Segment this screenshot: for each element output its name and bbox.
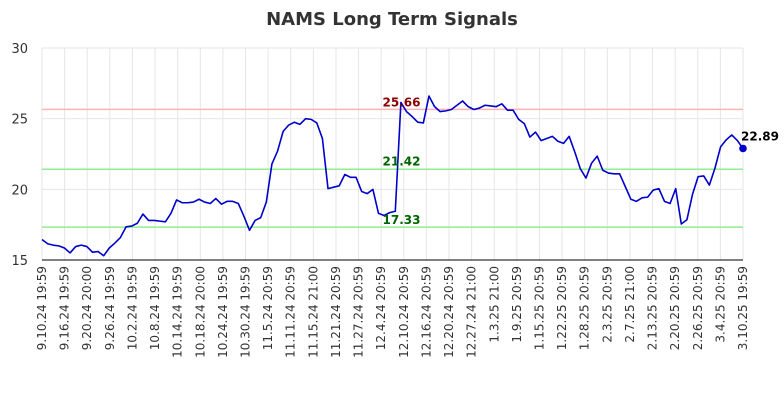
last-point-marker	[739, 144, 747, 153]
x-tick-label: 10.2.24 19:59	[125, 266, 139, 350]
x-tick-label: 10.24.24 19:59	[216, 266, 230, 358]
x-tick-label: 11.11.24 20:59	[284, 266, 298, 358]
x-tick-label: 9.16.24 19:59	[58, 266, 72, 350]
annotations: 25.66 21.42 17.33 22.89	[383, 95, 779, 227]
x-tick-label: 2.3.25 20:59	[600, 266, 614, 343]
reference-lines	[42, 108, 743, 228]
x-tick-label: 10.18.24 20:00	[193, 266, 207, 358]
series-layer	[41, 95, 747, 257]
reference-line-label: 21.42	[383, 154, 421, 168]
x-tick-label: 10.30.24 19:59	[239, 266, 253, 358]
y-tick-label: 20	[11, 183, 28, 198]
x-tick-label: 9.20.24 20:00	[80, 266, 94, 350]
x-tick-label: 12.20.24 20:59	[442, 266, 456, 358]
y-tick-label: 25	[11, 113, 28, 128]
x-tick-label: 3.4.25 20:59	[713, 266, 727, 343]
x-tick-label: 1.3.25 21:00	[487, 266, 501, 343]
reference-line-label: 17.33	[383, 213, 421, 227]
series-line	[41, 95, 744, 257]
y-tick-label: 15	[11, 254, 28, 269]
x-tick-label: 12.16.24 20:59	[419, 266, 433, 358]
x-tick-label: 3.10.25 19:59	[736, 266, 750, 350]
reference-line-label: 25.66	[383, 95, 421, 109]
x-tick-label: 11.21.24 20:59	[329, 266, 343, 358]
y-tick-label: 30	[11, 42, 28, 57]
x-tick-label: 2.13.25 20:59	[646, 266, 660, 350]
x-tick-label: 1.9.25 20:59	[510, 266, 524, 343]
x-tick-label: 11.5.24 20:59	[261, 266, 275, 350]
x-tick-label: 12.10.24 20:59	[397, 266, 411, 358]
x-tick-label: 2.7.25 21:00	[623, 266, 637, 343]
x-tick-label: 10.14.24 19:59	[171, 266, 185, 358]
chart-title: NAMS Long Term Signals	[266, 9, 518, 30]
x-tick-label: 2.26.25 20:59	[691, 266, 705, 350]
x-tick-label: 1.22.25 20:59	[555, 266, 569, 350]
x-tick-label: 12.4.24 20:59	[374, 266, 388, 350]
x-tick-label: 9.26.24 19:59	[103, 266, 117, 350]
grid	[41, 47, 744, 261]
y-tick-labels: 15 20 25 30	[11, 42, 28, 269]
last-value-label: 22.89	[741, 129, 779, 143]
x-tick-label: 1.15.25 20:59	[532, 266, 546, 350]
x-tick-label: 11.15.24 21:00	[306, 266, 320, 358]
x-tick-label: 10.8.24 19:59	[148, 266, 162, 350]
x-tick-label: 2.20.25 20:59	[668, 266, 682, 350]
x-tick-label: 9.10.24 19:59	[35, 266, 49, 350]
x-tick-label: 11.27.24 20:59	[352, 266, 366, 358]
x-tick-labels: 9.10.24 19:59 9.16.24 19:59 9.20.24 20:00 9…	[35, 266, 750, 358]
x-tick-label: 12.27.24 21:00	[465, 266, 479, 358]
x-tick-label: 1.28.25 20:59	[578, 266, 592, 350]
